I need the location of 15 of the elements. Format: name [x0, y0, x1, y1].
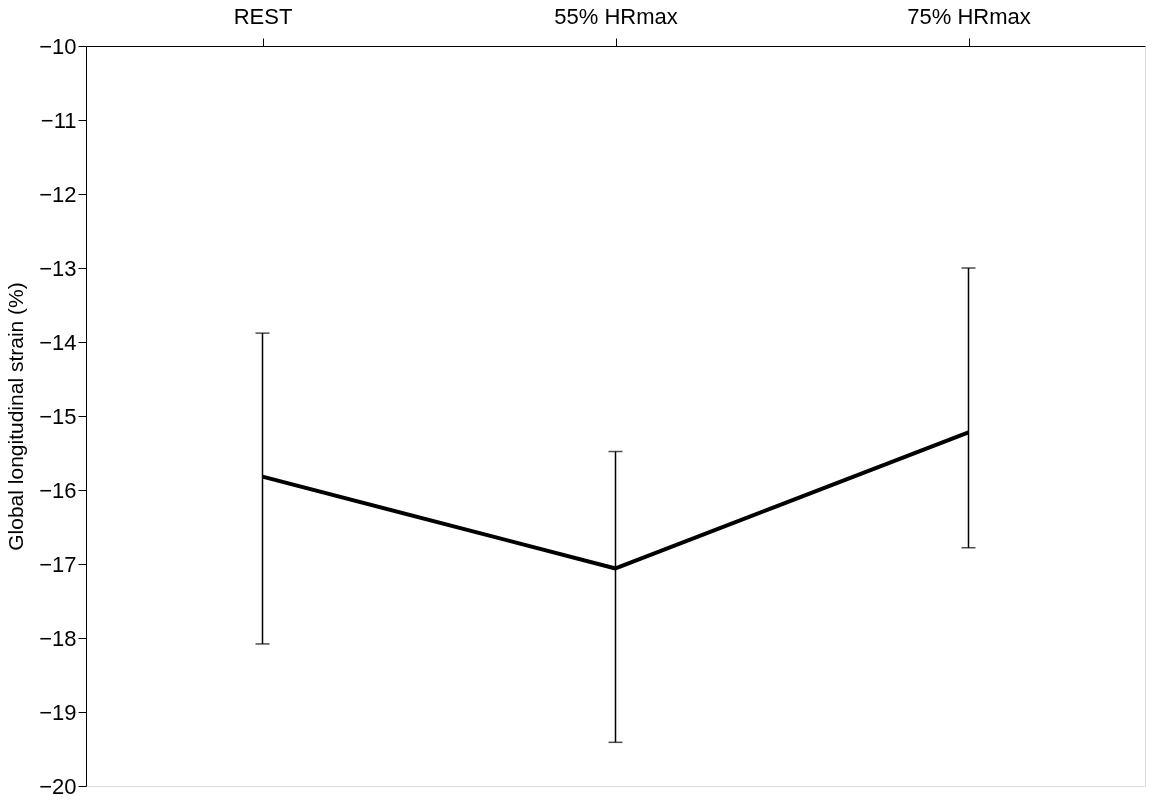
y-tick-label: −11	[40, 107, 77, 133]
y-tick-label: −10	[39, 33, 77, 59]
y-tick-label: −14	[39, 329, 77, 355]
y-tick-label: −12	[39, 181, 77, 207]
y-tick-label: −15	[39, 403, 77, 429]
y-tick-label: −17	[39, 551, 77, 577]
x-tick-label: REST	[233, 3, 293, 29]
x-tick-label: 75% HRmax	[907, 3, 1031, 29]
y-axis-title: Global longitudinal strain (%)	[4, 282, 28, 551]
y-tick-label: −19	[39, 699, 77, 725]
y-tick-label: −18	[39, 625, 77, 651]
y-tick-label: −20	[39, 773, 77, 799]
y-tick-label: −16	[39, 477, 77, 503]
x-tick-label: 55% HRmax	[554, 3, 678, 29]
y-tick-label: −13	[39, 255, 77, 281]
